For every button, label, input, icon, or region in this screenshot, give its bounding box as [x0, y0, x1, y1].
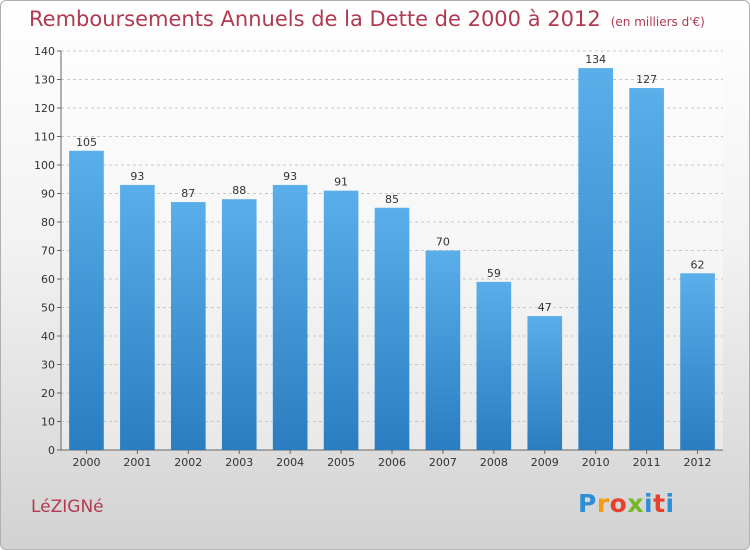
bars — [69, 68, 715, 451]
data-label: 88 — [232, 184, 246, 197]
data-label: 47 — [538, 301, 552, 314]
proxiti-logo: Proxiti — [578, 489, 675, 518]
y-tick-label: 130 — [34, 74, 55, 87]
y-tick-label: 90 — [41, 188, 55, 201]
logo-letter: t — [653, 489, 666, 518]
data-label: 105 — [76, 136, 97, 149]
data-label: 91 — [334, 176, 348, 189]
y-tick-label: 30 — [41, 359, 55, 372]
y-tick-label: 100 — [34, 159, 55, 172]
logo-letter: i — [644, 489, 654, 518]
logo-letter: x — [627, 489, 644, 518]
data-label: 93 — [130, 170, 144, 183]
bar — [425, 250, 461, 450]
y-tick-label: 40 — [41, 330, 55, 343]
bar — [578, 68, 614, 450]
data-labels: 105 93 87 88 93 91 85 70 59 47 134 127 62 — [76, 53, 705, 314]
bar — [170, 202, 206, 450]
chart-title: Remboursements Annuels de la Dette de 20… — [29, 7, 705, 31]
y-tick-label: 110 — [34, 131, 55, 144]
data-label: 59 — [487, 267, 501, 280]
x-tick-label: 2012 — [684, 456, 712, 469]
data-label: 134 — [585, 53, 606, 66]
bar — [629, 88, 664, 451]
x-tick-labels: 2000 2001 2002 2003 2004 2005 2006 2007 2008 2009… — [72, 456, 711, 469]
y-tick-label: 140 — [34, 45, 55, 58]
y-tick-label: 10 — [41, 416, 55, 429]
y-tick-label: 50 — [41, 302, 55, 315]
data-label: 93 — [283, 170, 297, 183]
x-tick-label: 2002 — [174, 456, 202, 469]
x-tick-label: 2008 — [480, 456, 508, 469]
bar — [527, 316, 563, 450]
y-tick-label: 70 — [41, 245, 55, 258]
x-tick-label: 2005 — [327, 456, 355, 469]
x-tick-label: 2010 — [582, 456, 610, 469]
x-tick-label: 2007 — [429, 456, 457, 469]
x-tick-label: 2004 — [276, 456, 304, 469]
bar — [680, 273, 715, 450]
x-tick-label: 2006 — [378, 456, 406, 469]
data-label: 62 — [691, 258, 705, 271]
y-tick-label: 20 — [41, 387, 55, 400]
data-label: 70 — [436, 236, 450, 249]
x-tick-label: 2011 — [633, 456, 661, 469]
data-label: 127 — [636, 73, 657, 86]
bar — [221, 199, 257, 450]
bar — [476, 281, 512, 450]
logo-letter: o — [609, 489, 628, 518]
logo-letter: P — [578, 489, 597, 518]
bar — [272, 184, 308, 450]
bar — [69, 150, 104, 450]
bar — [374, 207, 410, 450]
chart-title-text: Remboursements Annuels de la Dette de 20… — [29, 7, 601, 31]
y-tick-label: 0 — [48, 444, 55, 457]
bar — [323, 190, 359, 450]
bar — [120, 184, 155, 450]
chart-unit: (en milliers d'€) — [610, 15, 705, 29]
y-tick-labels: 0 10 20 30 40 50 60 70 80 90 100 110 120 130 140 — [34, 45, 55, 457]
logo-letter: r — [596, 489, 610, 518]
y-tick-label: 80 — [41, 216, 55, 229]
x-tick-label: 2001 — [123, 456, 151, 469]
x-tick-label: 2000 — [72, 456, 100, 469]
y-tick-label: 120 — [34, 102, 55, 115]
data-label: 85 — [385, 193, 399, 206]
data-label: 87 — [181, 187, 195, 200]
x-tick-label: 2009 — [531, 456, 559, 469]
x-tick-label: 2003 — [225, 456, 253, 469]
y-tick-label: 60 — [41, 273, 55, 286]
place-name: LéZIGNé — [31, 497, 104, 517]
logo-letter: i — [665, 489, 675, 518]
